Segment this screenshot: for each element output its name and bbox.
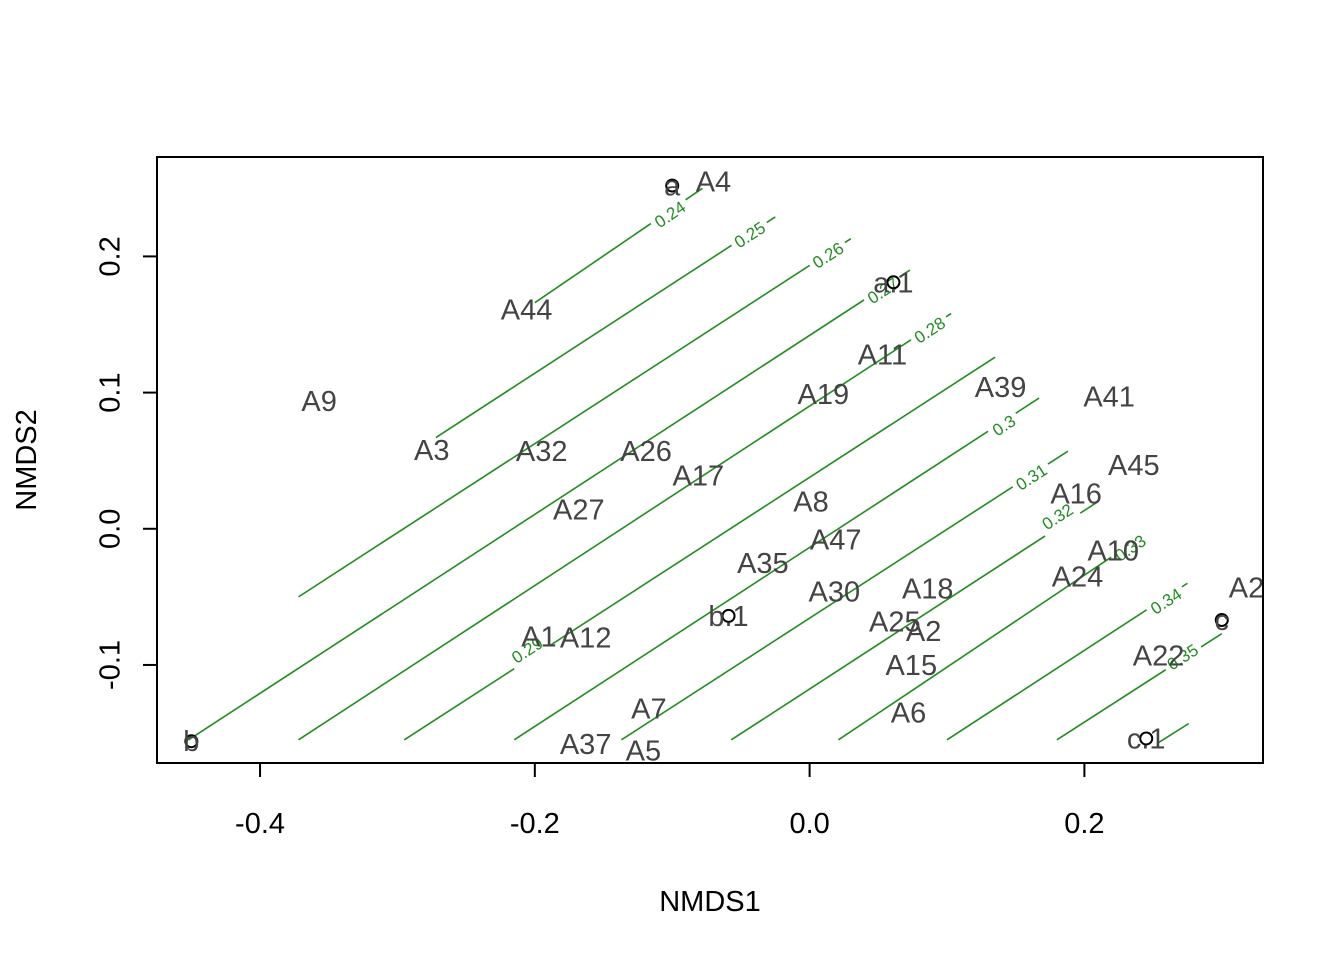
contour-line [620, 450, 1069, 741]
contour-line [435, 216, 776, 439]
x-tick-label: -0.2 [510, 808, 560, 840]
centroid-markers: a a.1 b.1 b c c.1 [183, 171, 1229, 759]
site-label: A17 [673, 461, 725, 493]
contour-label-background [806, 237, 852, 276]
contour-label-background [908, 312, 954, 351]
contour-label-background [1035, 498, 1081, 537]
site-label: A24 [1052, 561, 1104, 593]
site-label: A10 [1087, 536, 1139, 568]
site-label: A6 [891, 698, 926, 730]
site-label: A2 [906, 616, 941, 648]
x-tick-label: -0.4 [235, 808, 285, 840]
site-label: A15 [885, 650, 937, 682]
contour-line [298, 238, 852, 598]
site-label: A4 [696, 167, 731, 199]
site-label: A39 [975, 372, 1027, 404]
contour-label-background [985, 410, 1024, 444]
contour-label-background [1144, 583, 1190, 622]
y-tick-label: 0.0 [95, 509, 127, 549]
x-tick-label: 0.2 [1064, 808, 1104, 840]
site-label: A2 [1229, 572, 1264, 604]
contour-label-background [861, 272, 907, 311]
site-label: A18 [902, 574, 954, 606]
site-label: A19 [798, 379, 850, 411]
site-label: A9 [301, 386, 336, 418]
centroid-label: c.1 [1127, 723, 1166, 755]
y-tick-label: -0.1 [95, 640, 127, 690]
contour-label-background [728, 216, 774, 255]
centroid-point [1139, 731, 1154, 746]
site-label: A32 [516, 436, 568, 468]
contour-line [838, 537, 1140, 741]
contour-label-background [1108, 530, 1154, 569]
contour-line [1158, 722, 1190, 744]
centroid-label: a [664, 171, 681, 203]
site-label: A25 [869, 606, 921, 638]
site-label: A11 [858, 339, 907, 371]
site-label: A37 [560, 729, 612, 761]
site-label: A22 [1133, 640, 1185, 672]
site-label: A16 [1050, 478, 1102, 510]
centroid-point [184, 734, 199, 749]
axes: -0.4 -0.2 0.0 0.2 -0.1 0.0 0.1 0.2 [95, 236, 1105, 840]
contour-line [188, 269, 911, 741]
contour-line [730, 500, 1099, 741]
site-label: A44 [501, 295, 553, 327]
x-axis-label: NMDS1 [659, 886, 761, 918]
centroid-label: b.1 [708, 601, 748, 633]
contour-label-background [505, 632, 551, 671]
site-label: A7 [631, 694, 666, 726]
site-label: A47 [810, 525, 862, 557]
site-label: A35 [737, 548, 789, 580]
site-label: A45 [1108, 450, 1160, 482]
contour-label-background [1160, 639, 1206, 678]
contour-line [513, 397, 1040, 741]
site-label: A26 [620, 436, 672, 468]
centroid-label: b [183, 726, 199, 758]
contour-label-background [648, 196, 694, 235]
site-label: A3 [414, 435, 449, 467]
centroid-point [1214, 613, 1229, 628]
y-axis-label: NMDS2 [11, 409, 43, 511]
centroid-label: c [1215, 605, 1230, 637]
site-label: A30 [809, 576, 861, 608]
centroid-point [886, 275, 901, 290]
site-label: A1 [521, 621, 556, 653]
y-tick-label: 0.1 [95, 372, 127, 412]
centroid-label: a.1 [873, 267, 913, 299]
site-label: A41 [1083, 382, 1135, 414]
site-label: A8 [793, 487, 828, 519]
centroid-point [721, 608, 736, 623]
contour-line [298, 312, 952, 741]
contour-label-background [1009, 459, 1055, 498]
x-tick-label: 0.0 [789, 808, 829, 840]
contour-line [403, 356, 996, 741]
y-tick-label: 0.2 [95, 236, 127, 276]
site-label: A27 [553, 495, 605, 527]
centroid-point [665, 178, 680, 193]
site-label: A12 [560, 623, 612, 655]
contour-labels: 0.240.250.260.270.280.290.30.310.320.330… [505, 196, 1206, 678]
